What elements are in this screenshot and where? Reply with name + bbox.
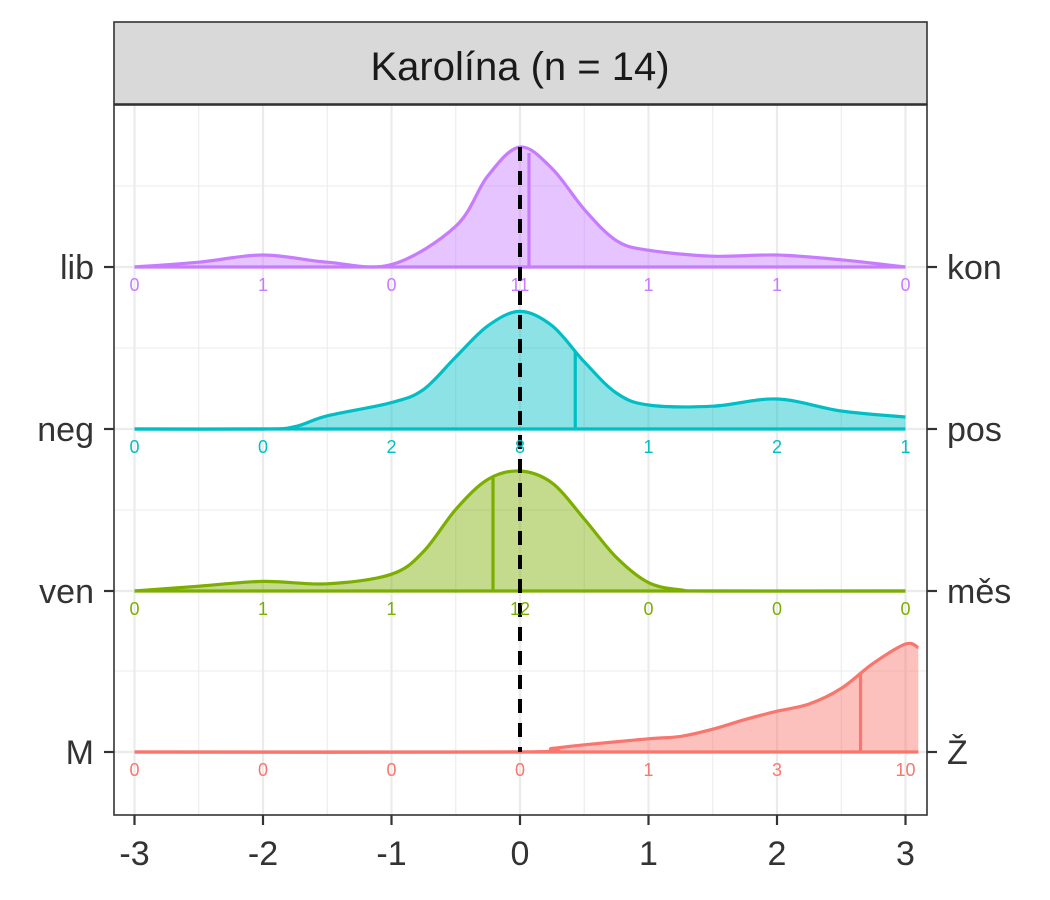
density-area — [134, 643, 919, 753]
y-label-right: měs — [947, 573, 1011, 611]
x-tick-label: -1 — [376, 835, 406, 873]
count-label: 0 — [258, 760, 268, 780]
x-tick-label: 2 — [768, 835, 787, 873]
count-label: 0 — [772, 599, 782, 619]
y-label-left: ven — [39, 573, 94, 611]
y-label-right: pos — [947, 411, 1002, 449]
count-label: 1 — [386, 599, 396, 619]
count-label: 2 — [772, 437, 782, 457]
x-tick-label: 1 — [639, 835, 658, 873]
count-label: 1 — [900, 437, 910, 457]
count-label: 1 — [643, 760, 653, 780]
count-labels: 0 1 0 11 1 1 00 0 2 8 1 2 10 1 1 12 0 0 00 0 0 0 1 3 10 — [129, 275, 915, 780]
count-label: 0 — [129, 599, 139, 619]
y-label-right: kon — [947, 249, 1002, 287]
count-label: 0 — [900, 599, 910, 619]
x-tick-label: 3 — [896, 835, 915, 873]
count-label: 0 — [386, 275, 396, 295]
x-tick-label: -2 — [248, 835, 278, 873]
count-label: 11 — [511, 275, 530, 295]
density-line — [134, 309, 906, 431]
count-label: 0 — [643, 599, 653, 619]
ridge-M-Ž — [134, 641, 920, 754]
chart-title: Karolína (n = 14) — [370, 45, 669, 89]
count-label: 0 — [129, 437, 139, 457]
count-label: 12 — [510, 599, 530, 619]
count-label: 0 — [129, 275, 139, 295]
count-label: 0 — [515, 760, 525, 780]
x-tick-label: -3 — [119, 835, 149, 873]
strip: Karolína (n = 14) — [113, 21, 928, 105]
count-label: 8 — [515, 437, 525, 457]
y-label-left: lib — [60, 249, 94, 287]
count-label: 0 — [386, 760, 396, 780]
count-label: 1 — [772, 275, 782, 295]
count-label: 10 — [895, 760, 915, 780]
count-label: 1 — [258, 599, 268, 619]
strip-background — [113, 21, 928, 105]
count-label: 0 — [129, 760, 139, 780]
y-label-right: Ž — [947, 734, 968, 772]
count-label: 0 — [900, 275, 910, 295]
count-label: 1 — [258, 275, 268, 295]
density-line — [134, 145, 906, 269]
count-label: 3 — [772, 760, 782, 780]
count-label: 2 — [386, 437, 396, 457]
x-tick-label: 0 — [511, 835, 530, 873]
count-label: 1 — [643, 275, 653, 295]
count-label: 1 — [643, 437, 653, 457]
y-label-left: neg — [37, 411, 94, 449]
count-label: 0 — [258, 437, 268, 457]
y-label-left: M — [66, 734, 94, 772]
